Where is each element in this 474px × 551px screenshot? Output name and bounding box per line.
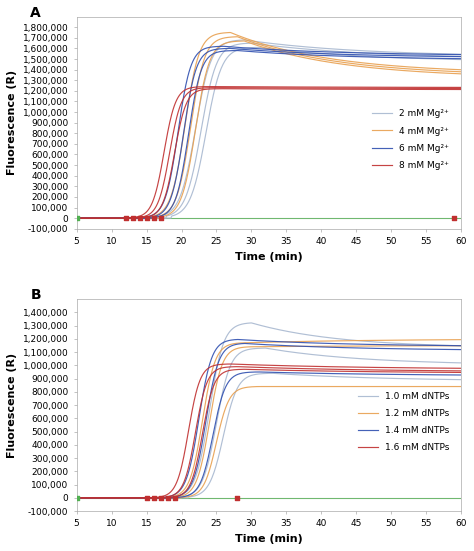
Point [164, 494, 171, 503]
Text: A: A [30, 6, 41, 20]
Point [450, 214, 458, 223]
Legend: 1.0 mM dNTPs, 1.2 mM dNTPs, 1.4 mM dNTPs, 1.6 mM dNTPs: 1.0 mM dNTPs, 1.2 mM dNTPs, 1.4 mM dNTPs… [354, 388, 453, 456]
Point [234, 494, 241, 503]
Point [129, 214, 137, 223]
Legend: 2 mM Mg²⁺, 4 mM Mg²⁺, 6 mM Mg²⁺, 8 mM Mg²⁺: 2 mM Mg²⁺, 4 mM Mg²⁺, 6 mM Mg²⁺, 8 mM Mg… [369, 106, 453, 174]
X-axis label: Time (min): Time (min) [235, 534, 303, 544]
Point [73, 214, 81, 223]
Point [136, 214, 143, 223]
X-axis label: Time (min): Time (min) [235, 252, 303, 262]
Point [150, 494, 157, 503]
Point [157, 214, 164, 223]
Y-axis label: Fluorescence (R): Fluorescence (R) [7, 70, 17, 175]
Point [157, 494, 164, 503]
Point [143, 214, 150, 223]
Point [150, 214, 157, 223]
Point [171, 494, 178, 503]
Y-axis label: Fluorescence (R): Fluorescence (R) [7, 353, 17, 458]
Point [122, 214, 129, 223]
Text: B: B [30, 288, 41, 302]
Point [73, 494, 81, 503]
Point [143, 494, 150, 503]
